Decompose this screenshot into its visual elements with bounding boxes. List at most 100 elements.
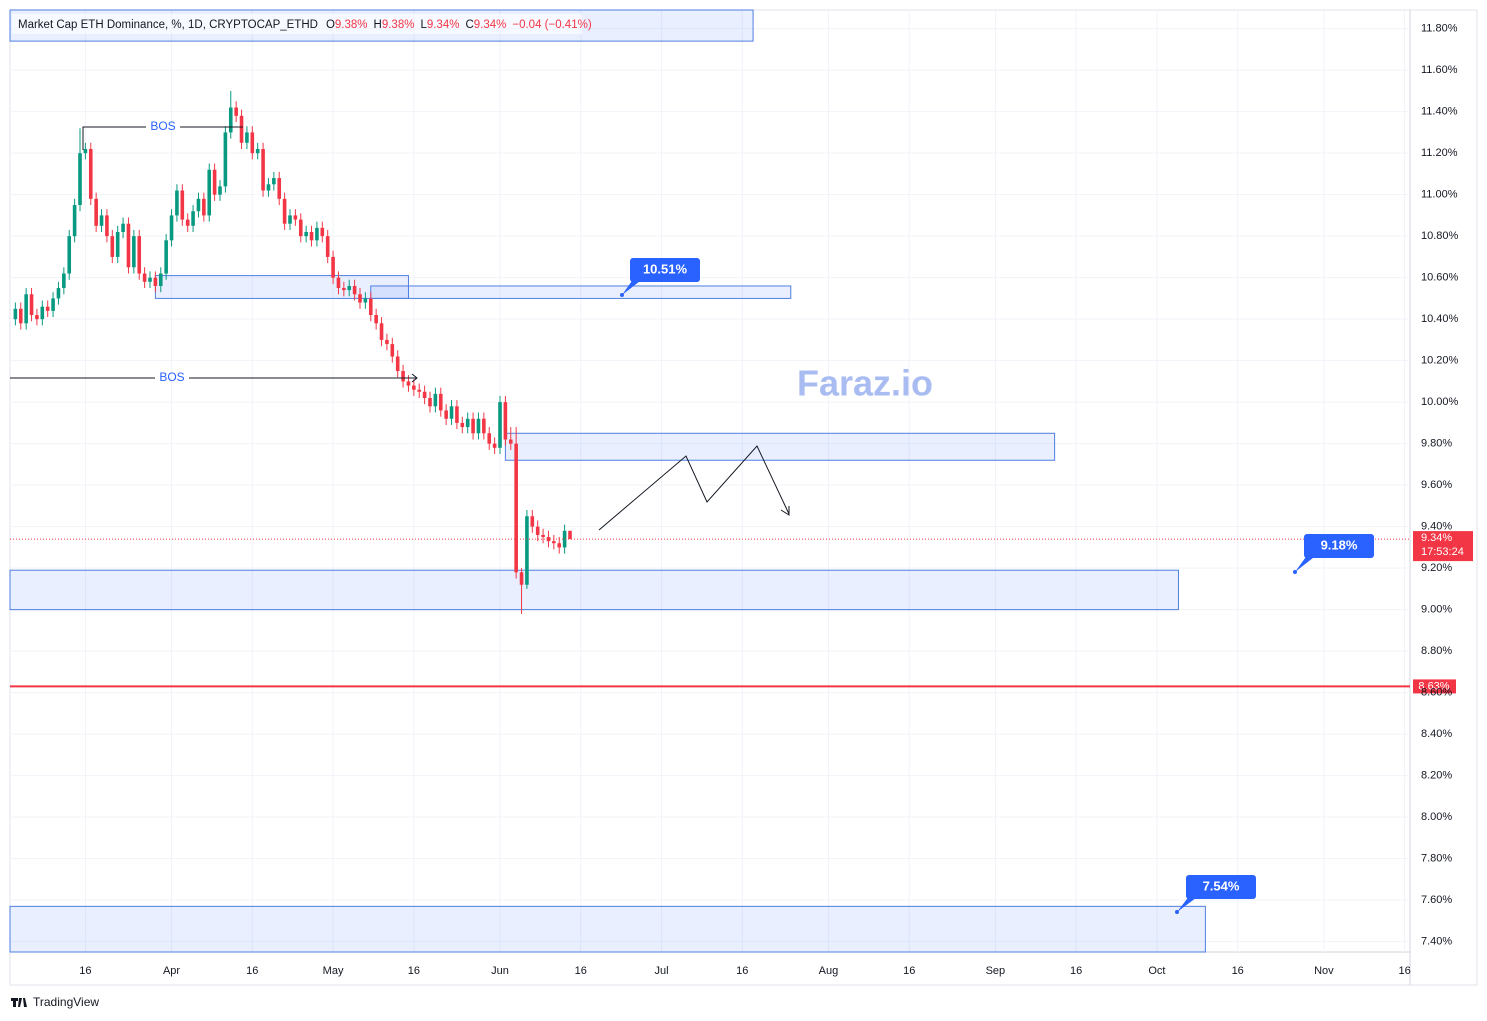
- candle-body: [228, 107, 233, 133]
- candle-body: [379, 323, 384, 340]
- candle-body: [72, 205, 77, 237]
- candle-body: [207, 169, 212, 216]
- candle-body: [29, 294, 34, 316]
- zone: [9, 569, 1179, 611]
- x-tick-label: Nov: [1314, 965, 1334, 977]
- zones: [9, 9, 1206, 953]
- callout-anchor: [1293, 570, 1297, 574]
- y-tick-label: 10.20%: [1421, 355, 1459, 367]
- y-tick-label: 11.20%: [1421, 147, 1458, 159]
- y-tick-label: 9.40%: [1421, 521, 1452, 533]
- candle-body: [67, 236, 72, 274]
- legend-text: C: [465, 19, 473, 31]
- candle-body: [460, 422, 465, 428]
- bos-lines: [10, 126, 418, 383]
- x-tick-label: 16: [79, 965, 91, 977]
- y-tick-label: 8.00%: [1421, 811, 1452, 823]
- candle-body: [121, 223, 125, 233]
- candle-body: [428, 398, 432, 407]
- candle-body: [562, 530, 567, 548]
- y-tick-label: 11.80%: [1421, 23, 1458, 35]
- candle-body: [514, 443, 518, 573]
- candle-body: [395, 356, 400, 372]
- legend-text: L: [420, 19, 427, 31]
- candle-body: [298, 219, 303, 237]
- candle-body: [568, 530, 572, 540]
- footer-brand: TradingView: [33, 995, 99, 1009]
- candle-body: [196, 198, 201, 212]
- candle-body: [185, 219, 190, 226]
- x-tick-label: 16: [575, 965, 587, 977]
- callout-anchor: [620, 293, 624, 297]
- candle-body: [503, 402, 508, 440]
- legend-text: Market Cap ETH Dominance, %, 1D, CRYPTOC…: [18, 19, 318, 31]
- candle-body: [422, 391, 427, 399]
- candle-body: [401, 371, 405, 382]
- tv-logo: [11, 998, 27, 1007]
- callout-box: [1186, 875, 1256, 899]
- candle-body: [406, 381, 411, 386]
- candle-body: [255, 149, 260, 154]
- candle-body: [465, 418, 470, 428]
- candle-body: [234, 107, 238, 116]
- candle-body: [62, 273, 66, 289]
- candle-body: [352, 285, 357, 295]
- candle-body: [45, 306, 50, 311]
- candle-body: [455, 406, 459, 423]
- callout-label: 7.54%: [1203, 878, 1240, 893]
- callout-box: [630, 258, 700, 282]
- candle-body: [180, 190, 185, 220]
- candle-body: [417, 389, 422, 392]
- y-tick-label: 11.00%: [1421, 189, 1458, 201]
- legend-text: H: [374, 19, 382, 31]
- x-tick-label: Aug: [819, 965, 839, 977]
- candle-body: [239, 115, 244, 143]
- candle-body: [385, 339, 389, 345]
- x-tick-label: 16: [736, 965, 748, 977]
- candle-body: [498, 402, 502, 448]
- callout-pointer: [1295, 554, 1318, 572]
- candle-body: [153, 277, 158, 286]
- candle-body: [99, 215, 104, 226]
- candle-body: [342, 288, 346, 291]
- callout-pointer: [1177, 895, 1200, 912]
- candle-body: [535, 526, 540, 535]
- candle-body: [105, 215, 109, 237]
- callout-label: 10.51%: [643, 261, 688, 276]
- candle-body: [223, 132, 228, 187]
- candle-body: [40, 306, 45, 320]
- candle-body: [18, 308, 23, 324]
- candle-body: [325, 236, 330, 257]
- candle-body: [282, 198, 287, 224]
- candle-body: [169, 215, 174, 241]
- callout-pointer: [622, 278, 644, 295]
- bos-line: [82, 126, 146, 150]
- x-tick-label: 16: [408, 965, 420, 977]
- candle-body: [288, 215, 292, 224]
- bos-arrow: [411, 373, 418, 383]
- chart-frame: [9, 9, 1478, 986]
- y-tick-label: 7.80%: [1421, 853, 1452, 865]
- projection-path: [598, 445, 790, 531]
- candle-body: [78, 153, 82, 206]
- callout-anchor: [1175, 910, 1179, 914]
- candle-body: [137, 236, 142, 274]
- callout-label: 9.18%: [1321, 537, 1358, 552]
- candle-body: [358, 294, 362, 303]
- projection-line: [598, 445, 790, 531]
- x-tick-label: Jul: [655, 965, 669, 977]
- zone: [9, 905, 1206, 953]
- candle-body: [13, 308, 18, 320]
- candle-body: [24, 294, 28, 324]
- candle-body: [552, 541, 556, 544]
- candle-body: [56, 288, 61, 299]
- candles: [13, 90, 572, 614]
- legend-text: 9.38%: [382, 19, 415, 31]
- candle-body: [320, 227, 325, 237]
- x-tick-label: Jun: [491, 965, 509, 977]
- candle-body: [175, 190, 179, 216]
- y-tick-label: 8.60%: [1421, 687, 1452, 699]
- candle-body: [245, 132, 249, 143]
- legend-text: 9.34%: [474, 19, 507, 31]
